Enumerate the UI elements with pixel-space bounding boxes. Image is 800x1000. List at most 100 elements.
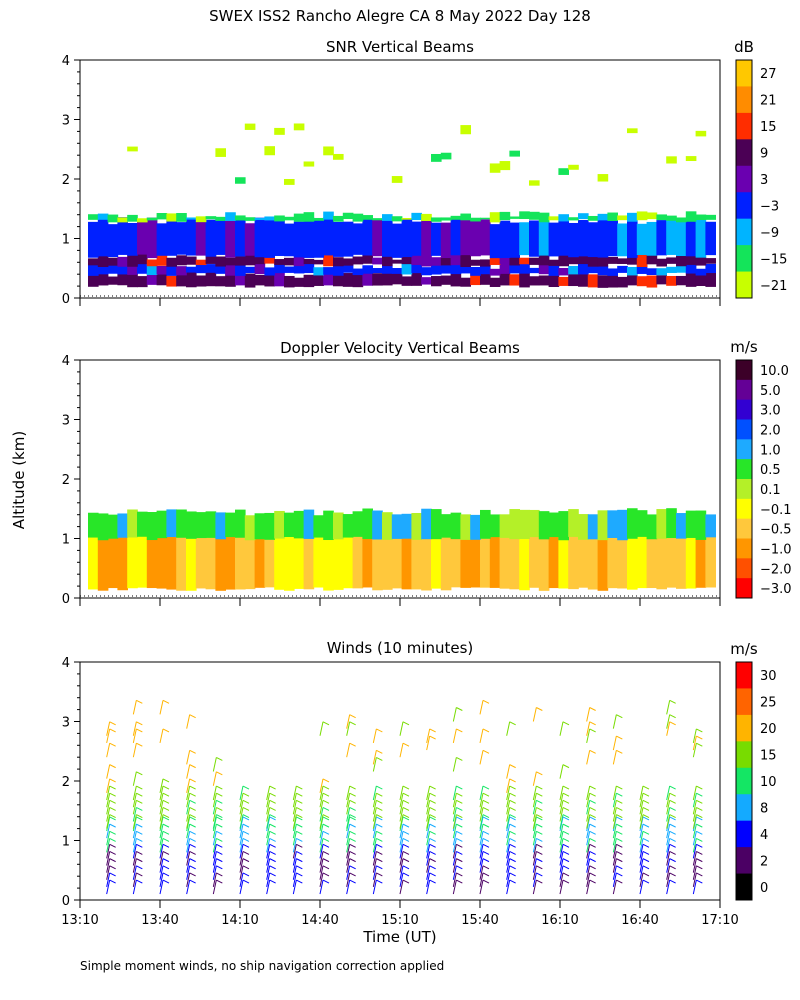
wind-barb [506,851,511,866]
colorbar-label: 5.0 [760,384,781,399]
colorbar-label: 8 [760,801,768,816]
heatmap-cell [519,272,530,288]
wind-barb [426,851,431,866]
wind-barb [506,831,511,846]
heatmap-cell [254,217,266,221]
wind-barb-flag [242,837,250,842]
heatmap-cell [137,519,148,588]
wind-barb-flag [269,807,276,811]
wind-barb [292,785,297,801]
heatmap-cell [107,263,119,274]
heatmap-cell [107,514,119,539]
wind-barb-flag [162,699,170,704]
heatmap-cell [587,514,599,540]
wind-barb [532,844,537,859]
wind-barb-flag [269,837,276,842]
heatmap-cell [274,220,285,256]
heatmap-cell [313,259,324,265]
wind-barb-flag [509,799,516,804]
wind-barb [586,721,591,736]
wind-barb-flag [162,807,170,811]
heatmap-cell [499,161,511,171]
wind-barb-flag [456,707,463,711]
heatmap-cell [254,217,266,258]
wind-barb-flag [509,879,516,884]
wind-barb [132,793,137,808]
y-tick-label: 1 [62,533,70,548]
heatmap-cell [548,259,560,266]
wind-barb-flag [402,830,410,835]
wind-barb-flag [109,814,116,819]
heatmap-cell [529,180,540,186]
wind-barb-flag [456,757,463,761]
wind-barb-flag [482,879,490,884]
wind-barb [106,721,111,736]
heatmap-cell [352,256,364,265]
wind-barb-flag [589,792,596,797]
heatmap-cell [401,513,413,539]
colorbar-label: 3.0 [760,404,781,419]
wind-barb [479,750,484,765]
heatmap-cell [627,508,638,539]
heatmap-cell [362,217,373,256]
winds-panel-title: Winds (10 minutes) [327,639,474,657]
heatmap-cell [88,221,99,258]
wind-barb-flag [269,843,276,848]
wind-barb-flag [669,858,676,863]
wind-barb [506,838,511,853]
wind-barb-flag [349,807,356,811]
wind-barb-flag [456,837,463,842]
colorbar-label: 10 [760,775,777,790]
heatmap-cell [88,512,99,538]
wind-barb [532,800,537,815]
wind-barb-flag [216,879,223,884]
wind-barb [106,851,111,866]
wind-barb-flag [536,771,543,776]
heatmap-cell [489,212,501,223]
wind-barb [346,814,351,829]
wind-barb [586,793,591,808]
wind-barb-flag [429,814,436,819]
wind-barb [479,872,484,888]
colorbar-label: 0.1 [760,483,781,498]
heatmap-cell [627,266,638,276]
wind-barb [132,831,137,846]
wind-barb-flag [136,699,143,704]
heatmap-cell [489,277,501,287]
wind-barb-flag [242,858,250,863]
wind-barb [186,872,191,888]
wind-barb [532,838,537,853]
heatmap-cell [127,222,138,256]
heatmap-cell [137,511,148,537]
wind-barb-flag [456,879,463,884]
heatmap-cell [254,262,266,275]
wind-barb-flag [242,843,250,848]
wind-barb [692,851,697,866]
wind-barb-flag [589,785,596,790]
wind-barb [186,865,191,880]
colorbar-label: 4 [760,828,768,843]
colorbar-swatch [736,218,752,246]
heatmap-cell [313,267,324,276]
heatmap-cell [205,216,217,220]
heatmap-cell [186,511,197,539]
heatmap-cell [382,518,393,590]
wind-barb-flag [696,851,703,855]
wind-barb-flag [136,851,143,855]
wind-barb [639,865,644,880]
heatmap-cell [313,218,324,258]
wind-barb [639,844,644,859]
heatmap-cell [391,514,403,539]
wind-barb [132,858,137,873]
wind-barb [586,728,591,744]
wind-barb-flag [376,823,383,828]
wind-barb-flag [509,721,516,726]
wind-barb-flag [216,814,223,819]
wind-barb [266,793,271,808]
colorbar-unit: m/s [730,640,758,658]
wind-barb [106,824,111,839]
wind-barb-flag [509,823,516,828]
wind-barb [319,865,324,880]
heatmap-cell [146,259,158,267]
heatmap-cell [215,517,226,591]
